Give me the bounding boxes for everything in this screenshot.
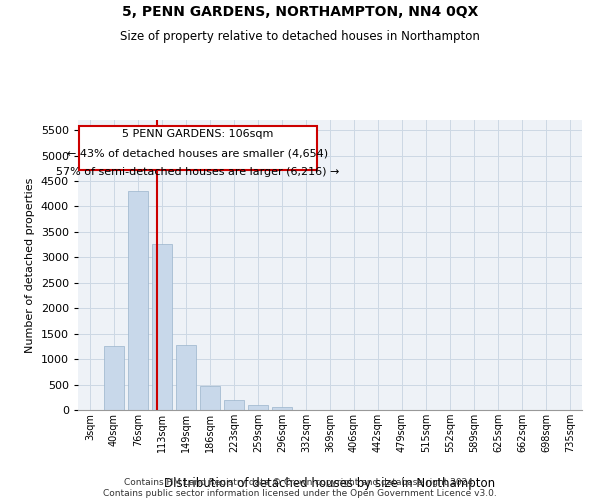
Bar [248,406,268,410]
Text: 5 PENN GARDENS: 106sqm: 5 PENN GARDENS: 106sqm [122,129,274,139]
Bar [224,400,244,410]
Y-axis label: Number of detached properties: Number of detached properties [25,178,35,352]
Bar [176,346,196,410]
Bar [200,386,220,410]
Text: 5, PENN GARDENS, NORTHAMPTON, NN4 0QX: 5, PENN GARDENS, NORTHAMPTON, NN4 0QX [122,5,478,19]
Text: 57% of semi-detached houses are larger (6,216) →: 57% of semi-detached houses are larger (… [56,167,340,177]
Text: ← 43% of detached houses are smaller (4,654): ← 43% of detached houses are smaller (4,… [67,148,329,158]
Text: Size of property relative to detached houses in Northampton: Size of property relative to detached ho… [120,30,480,43]
Bar [272,407,292,410]
Bar [152,244,172,410]
Bar [104,346,124,410]
Text: Distribution of detached houses by size in Northampton: Distribution of detached houses by size … [164,477,496,490]
Bar [128,191,148,410]
Text: Contains HM Land Registry data © Crown copyright and database right 2024.
Contai: Contains HM Land Registry data © Crown c… [103,478,497,498]
